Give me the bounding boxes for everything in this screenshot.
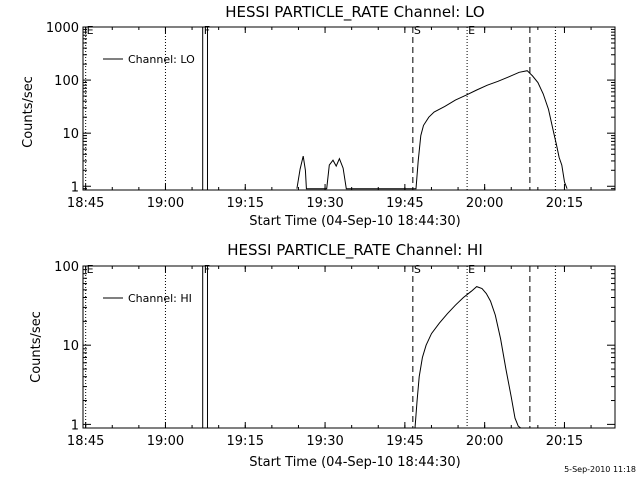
event-marker-label: E xyxy=(468,263,475,276)
y-tick-label: 100 xyxy=(54,74,79,89)
x-tick-label: 19:45 xyxy=(386,196,423,211)
y-axis-label: Counts/sec xyxy=(21,76,36,148)
event-marker-label: E xyxy=(87,263,94,276)
x-tick-label: 20:00 xyxy=(466,196,503,211)
event-marker-label: S xyxy=(414,24,421,37)
series-line xyxy=(414,286,522,429)
x-tick-label: 19:00 xyxy=(147,196,184,211)
chart-title: HESSI PARTICLE_RATE Channel: HI xyxy=(227,241,483,260)
x-tick-label: 18:45 xyxy=(67,434,104,449)
x-tick-label: 18:45 xyxy=(67,196,104,211)
x-tick-label: 19:15 xyxy=(227,196,264,211)
x-tick-label: 19:15 xyxy=(227,434,264,449)
x-tick-label: 19:30 xyxy=(306,434,343,449)
plot-frame xyxy=(82,265,616,429)
y-tick-label: 1 xyxy=(71,180,79,195)
x-tick-label: 19:30 xyxy=(306,196,343,211)
chart-panel-lo: HESSI PARTICLE_RATE Channel: LO Start Ti… xyxy=(21,3,616,229)
chart-legend: Channel: HI xyxy=(103,292,192,305)
event-marker-label: S xyxy=(414,263,421,276)
y-tick-label: 100 xyxy=(54,260,79,275)
chart-panel-hi: HESSI PARTICLE_RATE Channel: HI Start Ti… xyxy=(29,241,616,470)
y-tick-label: 1 xyxy=(71,418,79,433)
x-axis-label: Start Time (04-Sep-10 18:44:30) xyxy=(249,214,460,229)
y-axis-label: Counts/sec xyxy=(29,311,44,383)
legend-label: Channel: HI xyxy=(128,292,192,305)
x-tick-label: 20:15 xyxy=(546,434,583,449)
x-tick-label: 19:00 xyxy=(147,434,184,449)
event-marker-label: E xyxy=(468,24,475,37)
chart-title: HESSI PARTICLE_RATE Channel: LO xyxy=(225,3,484,22)
timestamp: 5-Sep-2010 11:18 xyxy=(564,465,636,474)
event-marker-label: F xyxy=(204,24,210,37)
plot-frame xyxy=(82,26,616,191)
y-tick-label: 10 xyxy=(62,127,79,142)
x-axis-label: Start Time (04-Sep-10 18:44:30) xyxy=(249,455,460,470)
y-tick-label: 1000 xyxy=(46,21,79,36)
series-line xyxy=(296,70,568,190)
legend-label: Channel: LO xyxy=(128,53,195,66)
x-tick-label: 19:45 xyxy=(386,434,423,449)
y-tick-label: 10 xyxy=(62,339,79,354)
x-tick-label: 20:15 xyxy=(546,196,583,211)
chart-legend: Channel: LO xyxy=(103,53,195,66)
event-marker-label: E xyxy=(87,24,94,37)
event-marker-label: F xyxy=(204,263,210,276)
x-tick-label: 20:00 xyxy=(466,434,503,449)
